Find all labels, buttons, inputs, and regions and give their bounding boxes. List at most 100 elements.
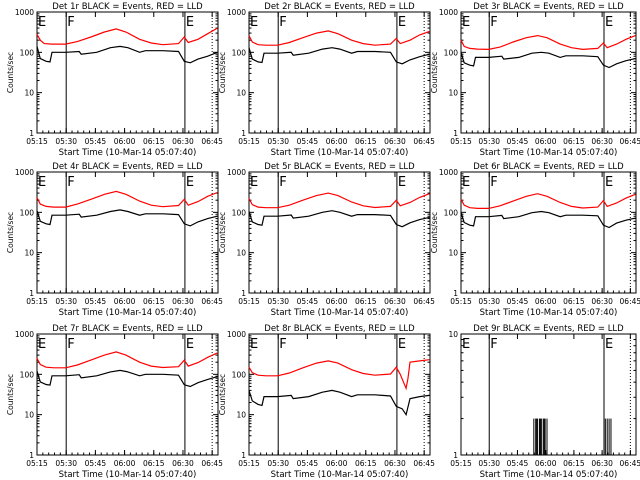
y-tick-label: 1 [241,129,246,138]
y-axis-label: Counts/sec [6,212,15,253]
x-tick-label: 05:15 [238,297,260,306]
x-tick-label: 06:45 [413,297,435,306]
x-tick-label: 06:15 [143,297,165,306]
panel-title: Det 4r BLACK = Events, RED = LLD [52,162,203,172]
plot-frame [460,171,637,294]
x-tick-label: 06:30 [172,459,194,468]
panel-det-4: Det 4r BLACK = Events, RED = LLD 1 10 100 10… [6,162,223,318]
y-tick-label: 1 [453,129,458,138]
x-tick-label: 06:30 [591,137,613,146]
panel-det-7: Det 7r BLACK = Events, RED = LLD 1 10 100 10… [6,324,223,480]
lld-series-line [248,192,430,209]
lld-series-line [248,30,430,46]
y-tick-label: 100 [232,208,247,217]
plot-frame [36,333,219,456]
y-axis-label: Counts/sec [6,374,15,415]
x-tick-label: 06:45 [620,459,640,468]
x-tick-label: 06:15 [563,137,585,146]
x-tick-label: 05:30 [478,459,500,468]
x-tick-label: 06:30 [384,297,406,306]
y-tick-label: 1000 [15,8,34,17]
events-series-line [460,51,636,69]
plot-frame [460,11,637,134]
marker-label-E: E [462,175,470,190]
y-tick-label: 10 [448,249,458,258]
x-tick-label: 05:30 [478,297,500,306]
x-tick-label: 06:15 [563,297,585,306]
x-axis-label: Start Time (10-Mar-14 05:07:40) [271,148,409,158]
x-tick-label: 05:30 [55,297,77,306]
panel-title: Det 5r BLACK = Events, RED = LLD [264,162,415,172]
events-series-line [248,47,430,65]
marker-label-F: F [490,175,497,190]
x-axis-label: Start Time (10-Mar-14 05:07:40) [59,308,197,318]
marker-label-F: F [490,337,497,352]
x-tick-label: 05:30 [55,459,77,468]
x-tick-label: 06:15 [143,459,165,468]
marker-label-F: F [279,175,286,190]
y-tick-label: 10 [236,411,246,420]
marker-label-E: E [398,15,406,30]
x-tick-label: 05:45 [297,137,319,146]
events-series-line [248,210,430,228]
events-series-line [36,209,218,227]
x-tick-label: 05:45 [85,459,107,468]
y-tick-label: 10 [236,249,246,258]
x-tick-label: 06:00 [326,297,348,306]
events-series-line [460,210,636,229]
plot-frame [248,171,431,294]
x-tick-label: 06:30 [172,137,194,146]
y-tick-label: 1 [241,451,246,460]
x-tick-label: 05:15 [450,297,472,306]
x-tick-label: 06:45 [413,459,435,468]
x-tick-label: 06:45 [620,137,640,146]
plot-frame [248,333,431,456]
marker-label-E: E [605,15,613,30]
x-axis-label: Start Time (10-Mar-14 05:07:40) [480,148,618,158]
y-tick-label: 1 [453,451,458,460]
panel-det-6: Det 6r BLACK = Events, RED = LLD 1 10 100 10… [430,162,640,318]
y-tick-label: 1000 [227,168,246,177]
x-tick-label: 06:00 [535,297,557,306]
x-tick-label: 05:15 [238,459,260,468]
panel-title: Det 6r BLACK = Events, RED = LLD [473,162,624,172]
x-tick-label: 06:00 [326,459,348,468]
x-tick-label: 06:30 [591,297,613,306]
y-tick-label: 1 [241,289,246,298]
x-tick-label: 06:15 [563,459,585,468]
x-tick-label: 05:15 [238,137,260,146]
panel-det-5: Det 5r BLACK = Events, RED = LLD 1 10 100 10… [218,162,435,318]
marker-label-E: E [186,337,194,352]
plot-frame [36,11,219,134]
y-axis-label: Counts/sec [218,374,227,415]
marker-label-E: E [462,337,470,352]
x-tick-label: 06:30 [384,137,406,146]
y-tick-label: 1000 [15,168,34,177]
x-tick-label: 06:30 [384,459,406,468]
y-tick-label: 100 [20,370,35,379]
y-tick-label: 100 [232,48,247,57]
x-tick-label: 05:30 [267,297,289,306]
x-tick-label: 05:30 [478,137,500,146]
y-tick-label: 10 [24,249,34,258]
lld-series-line [460,193,636,209]
x-tick-label: 06:00 [114,137,136,146]
marker-label-F: F [279,15,286,30]
lld-series-line [36,190,218,208]
x-tick-label: 06:45 [620,297,640,306]
y-axis-label: Counts/sec [218,52,227,93]
marker-label-E: E [250,175,258,190]
x-tick-label: 06:30 [172,297,194,306]
marker-label-E: E [38,337,46,352]
marker-label-E: E [398,337,406,352]
x-tick-label: 05:45 [507,459,529,468]
x-tick-label: 05:45 [297,297,319,306]
panel-det-1: Det 1r BLACK = Events, RED = LLD 1 10 100 10… [6,2,223,158]
y-tick-label: 10 [24,89,34,98]
marker-label-F: F [490,15,497,30]
y-tick-label: 100 [20,48,35,57]
y-tick-label: 1 [29,129,34,138]
panel-det-8: Det 8r BLACK = Events, RED = LLD 1 10 100 10… [218,324,435,480]
y-tick-label: 10 [448,330,458,339]
